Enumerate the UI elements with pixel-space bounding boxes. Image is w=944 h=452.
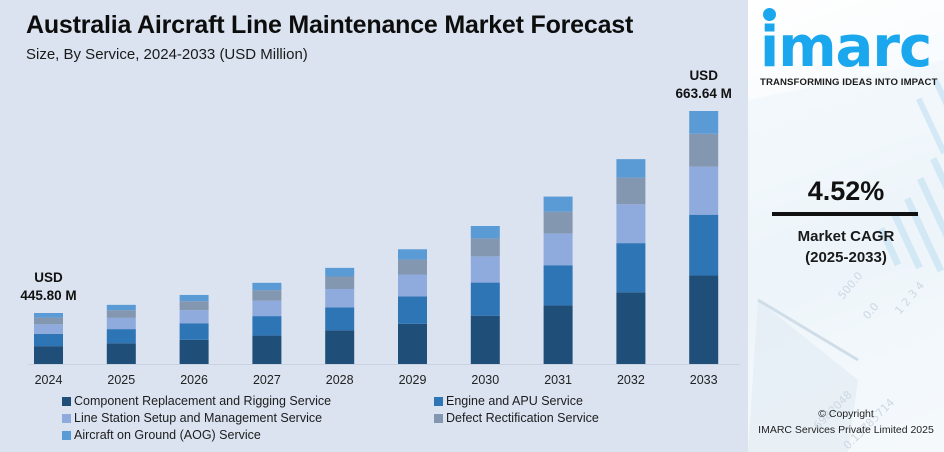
bar-segment-2030-s2: [470, 256, 500, 283]
bar-segment-2026-s4: [179, 294, 209, 302]
cagr-label-text: Market CAGR: [797, 228, 895, 245]
bar-segment-2030-s0: [470, 315, 500, 364]
chart-title: Australia Aircraft Line Maintenance Mark…: [26, 11, 634, 39]
bar-segment-2032-s4: [616, 159, 646, 178]
bar-segment-2024-s2: [34, 324, 63, 334]
value-annotation-2033: USD: [689, 68, 718, 83]
cagr-value: 4.52%: [807, 176, 885, 206]
bar-segment-2031-s1: [543, 265, 573, 306]
bar-segment-2030-s4: [470, 225, 500, 239]
cagr-divider: [772, 212, 918, 216]
bar-segment-2032-s3: [616, 177, 646, 205]
legend-label: Defect Rectification Service: [446, 411, 599, 425]
value-annotation-2033: 663.64 M: [676, 86, 732, 101]
copyright-notice: © Copyright IMARC Services Private Limit…: [748, 406, 944, 438]
bar-segment-2026-s3: [179, 301, 209, 311]
x-tick-label: 2025: [107, 373, 135, 387]
background-chart-illustration: 500.0 0.0 1 2 3 4 6982048 0.15785714: [748, 60, 944, 452]
bar-segment-2025-s4: [106, 304, 136, 311]
bar-segment-2030-s3: [470, 238, 500, 257]
bar-segment-2031-s2: [543, 233, 573, 266]
imarc-logo: imarc TRANSFORMING IDEAS INTO IMPACT: [760, 8, 938, 88]
bar-segment-2028-s4: [325, 267, 355, 277]
legend-item: Engine and APU Service: [434, 394, 583, 408]
legend-swatch: [62, 430, 71, 440]
bar-segment-2029-s2: [398, 274, 427, 297]
logo-wordmark: imarc: [760, 15, 932, 80]
chart-panel: Australia Aircraft Line Maintenance Mark…: [20, 11, 740, 442]
bar-segment-2027-s1: [252, 316, 282, 336]
bar-segment-2033-s3: [689, 133, 719, 167]
bar-segment-2032-s1: [616, 243, 646, 293]
legend-swatch: [62, 413, 71, 423]
legend-item: Defect Rectification Service: [434, 411, 599, 425]
bar-segment-2033-s2: [689, 166, 719, 215]
bar-segment-2029-s3: [398, 259, 427, 275]
bar-segment-2032-s2: [616, 204, 646, 244]
bar-segment-2028-s1: [325, 307, 355, 331]
bar-segment-2028-s3: [325, 276, 355, 289]
bar-segment-2031-s0: [543, 305, 573, 364]
logo-dot-icon: [763, 8, 776, 21]
bar-segment-2029-s4: [398, 249, 427, 260]
bar-segment-2027-s0: [252, 335, 282, 364]
copyright-line-1: © Copyright: [818, 408, 874, 420]
x-tick-label: 2027: [253, 373, 281, 387]
bar-segment-2028-s2: [325, 289, 355, 308]
bar-segment-2029-s1: [398, 296, 427, 324]
x-tick-label: 2031: [544, 373, 572, 387]
x-tick-label: 2026: [180, 373, 208, 387]
chart-subtitle: Size, By Service, 2024-2033 (USD Million…: [26, 46, 308, 63]
bar-segment-2031-s3: [543, 211, 573, 234]
x-tick-label: 2024: [35, 373, 63, 387]
value-annotation-2024: 445.80 M: [20, 288, 76, 303]
legend-swatch: [62, 396, 71, 406]
legend-swatch: [434, 413, 443, 423]
legend-label: Line Station Setup and Management Servic…: [74, 411, 323, 425]
legend-item: Component Replacement and Rigging Servic…: [62, 394, 331, 408]
bar-segment-2024-s4: [34, 313, 63, 318]
x-tick-label: 2029: [399, 373, 427, 387]
bar-segment-2027-s4: [252, 282, 282, 291]
sidebar-panel: 500.0 0.0 1 2 3 4 6982048 0.15785714 ima…: [748, 0, 944, 452]
bar-segment-2024-s3: [34, 317, 63, 325]
cagr-label: Market CAGR (2025-2033): [748, 226, 944, 268]
copyright-line-2: IMARC Services Private Limited 2025: [758, 424, 934, 436]
x-tick-label: 2032: [617, 373, 645, 387]
bar-segment-2031-s4: [543, 196, 573, 212]
cagr-period: (2025-2033): [805, 249, 887, 266]
bar-segment-2026-s1: [179, 323, 209, 340]
bar-segment-2032-s0: [616, 292, 646, 364]
bar-segment-2027-s2: [252, 300, 282, 317]
bar-segment-2025-s0: [106, 343, 136, 364]
bar-segment-2024-s0: [34, 346, 63, 364]
value-annotation-2024: USD: [34, 270, 63, 285]
bar-segment-2025-s3: [106, 310, 136, 318]
bar-segment-2028-s0: [325, 330, 355, 364]
x-tick-label: 2030: [471, 373, 499, 387]
legend-item: Line Station Setup and Management Servic…: [62, 411, 322, 425]
bar-segment-2026-s0: [179, 339, 209, 364]
bar-segment-2033-s4: [689, 111, 719, 134]
bar-segment-2033-s1: [689, 214, 719, 276]
bar-segment-2024-s1: [34, 333, 63, 347]
bar-segment-2026-s2: [179, 310, 209, 324]
bar-segment-2025-s1: [106, 329, 136, 344]
legend-label: Component Replacement and Rigging Servic…: [74, 394, 332, 408]
legend-label: Engine and APU Service: [446, 394, 583, 408]
legend-item: Aircraft on Ground (AOG) Service: [62, 428, 261, 442]
legend-swatch: [434, 396, 443, 406]
bar-segment-2030-s1: [470, 282, 500, 316]
stacked-bar-chart: 2024 2025 2026 2027 2028 2029 2030 2031 2032 2033…: [20, 68, 740, 387]
legend-label: Aircraft on Ground (AOG) Service: [74, 428, 261, 442]
bar-segment-2033-s0: [689, 275, 719, 364]
bar-segment-2027-s3: [252, 290, 282, 301]
bar-segment-2025-s2: [106, 317, 136, 330]
x-tick-label: 2028: [326, 373, 354, 387]
logo-tagline: TRANSFORMING IDEAS INTO IMPACT: [760, 77, 938, 88]
x-tick-label: 2033: [690, 373, 718, 387]
bar-segment-2029-s0: [398, 323, 427, 364]
